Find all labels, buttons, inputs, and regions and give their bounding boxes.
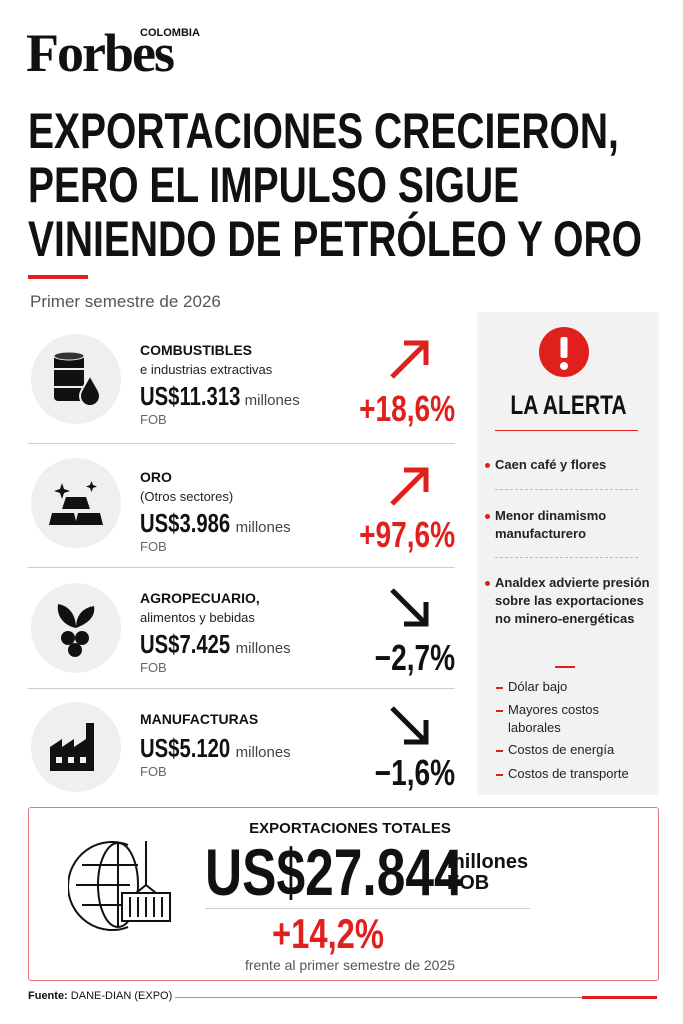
alert-icon (539, 327, 589, 377)
sector-change: −1,6% (374, 752, 455, 793)
sector: ORO (Otros sectores) US$3.986 millones FO… (140, 469, 291, 554)
sector-unit: millones (244, 392, 300, 409)
total-change: +14,2% (272, 910, 385, 957)
sector-change: +97,6% (358, 514, 455, 555)
alert-rule (495, 430, 638, 431)
sector-value: US$5.120 (140, 733, 231, 763)
title-line: EXPORTACIONES CRECIERON, (28, 103, 619, 159)
source-text: DANE-DIAN (EXPO) (70, 990, 173, 1002)
sector-basis: FOB (140, 539, 167, 554)
footer-accent (582, 996, 657, 999)
globe-icon (68, 841, 171, 931)
icon-barrel (53, 351, 102, 407)
alert-cause: Dólar bajo (496, 678, 658, 696)
brand-logo: Forbes (26, 23, 175, 83)
alert-title-box: LA ALERTA (477, 390, 659, 421)
total-comparison: frente al primer semestre de 2025 (244, 957, 456, 973)
total-unit-box: millones FOB (447, 852, 528, 894)
separator (495, 489, 638, 490)
alert-point: Analdex advierte presión sobre las expor… (485, 574, 653, 628)
sector-detail: (Otros sectores) (140, 489, 234, 504)
source: Fuente: DANE-DIAN (EXPO) (28, 990, 172, 1002)
sector-value: US$7.425 (140, 629, 231, 659)
sector-detail: e industrias extractivas (140, 362, 273, 377)
total-label: EXPORTACIONES TOTALES (249, 820, 451, 837)
red-rule (28, 275, 88, 279)
sector-unit: millones (235, 744, 291, 761)
icon-coffee (57, 604, 95, 657)
total-box (28, 807, 659, 981)
edition: COLOMBIA (140, 27, 200, 39)
arrow-down (390, 706, 429, 745)
total-basis: FOB (447, 872, 490, 894)
sector-name: AGROPECUARIO, (140, 590, 260, 606)
alert-cause: Costos de transporte (496, 765, 658, 783)
sector-change: −2,7% (374, 637, 455, 678)
total-unit: millones (447, 851, 529, 873)
alert-point: Menor dinamismo manufacturero (485, 507, 635, 543)
alert-cause: Mayores costos laborales (496, 701, 618, 737)
sector-basis: FOB (140, 764, 167, 779)
sector: COMBUSTIBLES e industrias extractivas US… (140, 342, 300, 427)
total-change-box: +14,2% (272, 910, 416, 958)
alert-title: LA ALERTA (509, 390, 627, 420)
footer-rule (175, 997, 657, 998)
title: EXPORTACIONES CRECIERON, PERO EL IMPULSO… (28, 104, 683, 266)
sector: AGROPECUARIO, alimentos y bebidas US$7.4… (140, 590, 291, 675)
alert-cause: Costos de energía (496, 741, 658, 759)
subtitle: Primer semestre de 2026 (30, 292, 221, 311)
sector-unit: millones (235, 519, 291, 536)
alert-point: Caen café y flores (485, 456, 655, 474)
title-line: PERO EL IMPULSO SIGUE (28, 157, 520, 213)
total-value-box: US$27.844 (205, 834, 535, 910)
alert-rule (555, 666, 575, 668)
title-line: VINIENDO DE PETRÓLEO Y ORO (28, 211, 643, 267)
sector-value: US$3.986 (140, 508, 231, 538)
icon-gold (49, 481, 103, 525)
arrow-up (390, 467, 429, 506)
icon-factory (50, 723, 94, 771)
sector-name: ORO (140, 469, 172, 485)
source-label: Fuente: (28, 990, 68, 1002)
sector-basis: FOB (140, 660, 167, 675)
sector-value: US$11.313 (140, 381, 241, 411)
sector-detail: alimentos y bebidas (140, 610, 255, 625)
sector-change: +18,6% (358, 388, 455, 429)
total-value: US$27.844 (205, 835, 463, 909)
separator (28, 688, 455, 689)
arrow-up (390, 340, 429, 379)
sector-basis: FOB (140, 412, 167, 427)
separator (495, 557, 638, 558)
sector-name: COMBUSTIBLES (140, 342, 252, 358)
separator (205, 908, 530, 909)
sector-name: MANUFACTURAS (140, 711, 259, 727)
alert-panel (477, 312, 659, 795)
separator (28, 567, 455, 568)
arrow-down (390, 588, 429, 627)
separator (28, 443, 455, 444)
sector-unit: millones (235, 640, 291, 657)
sector: MANUFACTURAS US$5.120 millones FOB (140, 711, 291, 779)
